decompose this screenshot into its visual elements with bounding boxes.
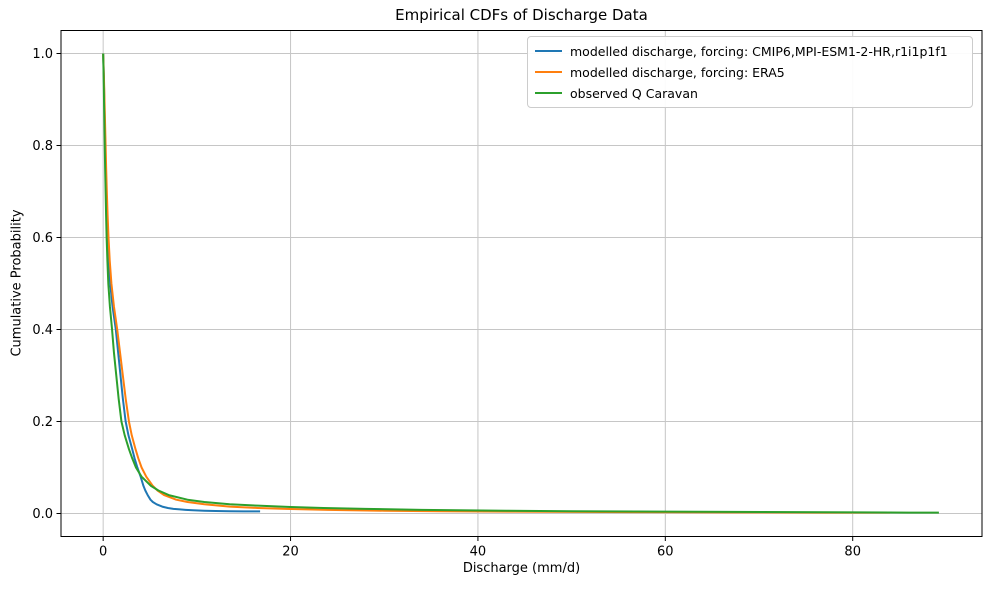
legend-item: observed Q Caravan — [535, 84, 964, 102]
x-tick-label: 20 — [282, 545, 299, 560]
y-tick-label: 0.4 — [32, 323, 53, 338]
legend-item: modelled discharge, forcing: ERA5 — [535, 63, 964, 81]
legend-line-swatch — [535, 50, 562, 52]
axes-spines — [60, 30, 983, 537]
legend-label: modelled discharge, forcing: CMIP6,MPI-E… — [570, 43, 948, 59]
y-tick-label: 0.6 — [32, 231, 53, 246]
legend: modelled discharge, forcing: CMIP6,MPI-E… — [527, 36, 973, 108]
x-tick-label: 80 — [844, 545, 861, 560]
legend-item: modelled discharge, forcing: CMIP6,MPI-E… — [535, 42, 964, 60]
chart-title: Empirical CDFs of Discharge Data — [395, 6, 648, 24]
x-axis-label: Discharge (mm/d) — [462, 561, 581, 576]
legend-label: observed Q Caravan — [570, 85, 698, 101]
legend-line-swatch — [535, 71, 562, 73]
y-tick-label: 1.0 — [32, 47, 53, 62]
y-tick-label: 0.0 — [32, 507, 53, 522]
x-tick-label: 0 — [99, 545, 107, 560]
y-tick-label: 0.2 — [32, 415, 53, 430]
x-tick-label: 40 — [470, 545, 487, 560]
legend-line-swatch — [535, 92, 562, 94]
series-line-2 — [102, 53, 939, 514]
series-line-1 — [102, 53, 891, 514]
y-tick-label: 0.8 — [32, 139, 53, 154]
legend-label: modelled discharge, forcing: ERA5 — [570, 64, 785, 80]
x-tick-label: 60 — [657, 545, 674, 560]
